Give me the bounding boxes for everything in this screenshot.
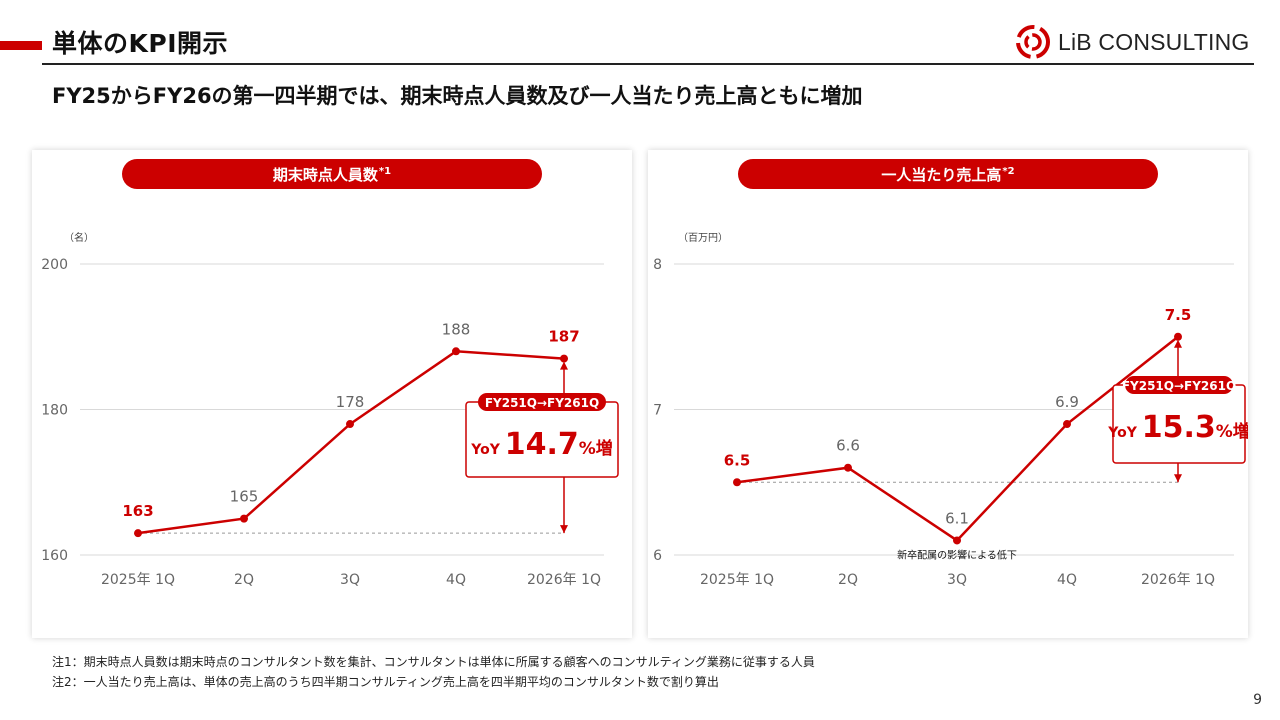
yoy-prefix: YoY [470,442,504,458]
data-point [1063,420,1071,429]
data-point [1174,332,1182,341]
y-axis-unit-label: （名） [64,231,94,244]
revenue-per-head-panel: 一人当たり売上高 *2 （百万円） 6 7 8 2025年 1Q 2Q 3Q 4Q 2026年 1… [648,150,1248,638]
yoy-suffix: %増 [1216,421,1248,442]
data-label: 6.9 [1055,393,1079,411]
data-point [134,529,142,538]
data-label: 187 [548,328,579,346]
data-point [733,478,741,487]
dip-note: 新卒配属の影響による低下 [897,548,1017,561]
data-label: 6.5 [724,451,751,469]
x-tick-label: 2026年 1Q [1141,572,1215,588]
revenue-title-footnote-mark: *2 [1002,165,1015,177]
yoy-period-pill [1125,376,1233,394]
y-tick-label: 8 [653,257,662,273]
yoy-prefix: YoY [1107,425,1141,441]
data-label: 165 [230,488,259,506]
company-logo: LiB CONSULTING [1016,24,1250,60]
logo-text: LiB CONSULTING [1058,28,1250,55]
x-tick-label: 4Q [1057,572,1077,588]
headcount-panel: 期末時点人員数 *1 （名） 160 180 200 2025年 1Q 2Q 3Q 4Q 2026… [32,150,632,638]
yoy-period-label: FY251Q→FY261Q [1122,379,1236,393]
headcount-title-text: 期末時点人員数 [272,165,378,184]
data-point [953,536,961,545]
data-label: 178 [336,393,365,411]
slide-title: 単体のKPI開示 [52,29,228,58]
headcount-panel-title: 期末時点人員数 *1 [122,159,542,189]
yoy-value-label: YoY 15.3%増 [1107,410,1248,445]
yoy-percentage: 15.3 [1142,410,1216,445]
x-tick-label: 4Q [446,572,466,588]
y-tick-label: 200 [41,257,68,273]
headcount-line-chart: （名） 160 180 200 2025年 1Q 2Q 3Q 4Q 2026年 1Q 163 165… [41,231,619,588]
revenue-per-head-panel-title: 一人当たり売上高 *2 [738,159,1158,189]
x-tick-label: 2025年 1Q [101,572,175,588]
x-tick-label: 3Q [947,572,967,588]
data-label: 163 [122,502,153,520]
growth-arrow-tail-head [1174,474,1182,483]
footnotes: 注1：期末時点人員数は期末時点のコンサルタント数を集計、コンサルタントは単体に所… [52,652,815,692]
y-tick-label: 160 [41,548,68,564]
logo-mark-icon [1016,25,1050,59]
footnote-2: 注2：一人当たり売上高は、単体の売上高のうち四半期コンサルティング売上高を四半期… [52,675,719,689]
x-tick-label: 2025年 1Q [700,572,774,588]
growth-arrow-head [560,361,568,370]
y-tick-label: 180 [41,403,68,419]
data-point [452,347,460,356]
x-tick-label: 3Q [340,572,360,588]
data-label: 6.1 [945,509,969,527]
y-axis-unit-label: （百万円） [678,232,728,244]
page-number: 9 [1253,692,1262,708]
data-point [346,420,354,429]
revenue-title-text: 一人当たり売上高 [881,165,1002,184]
data-point [240,514,248,523]
data-point [844,463,852,472]
x-tick-label: 2Q [838,572,858,588]
title-divider [42,63,1254,65]
yoy-suffix: %増 [579,438,613,459]
title-accent-bar [0,41,42,50]
growth-arrow-tail-head [560,525,568,534]
y-tick-label: 7 [653,403,662,419]
yoy-period-pill [478,393,606,411]
x-tick-label: 2026年 1Q [527,572,601,588]
yoy-period-label: FY251Q→FY261Q [485,396,599,410]
x-tick-label: 2Q [234,572,254,588]
growth-arrow-head [1174,339,1182,348]
y-tick-label: 6 [653,548,662,564]
data-label: 7.5 [1165,306,1192,324]
yoy-percentage: 14.7 [505,427,579,462]
headcount-title-footnote-mark: *1 [378,165,392,177]
data-point [560,354,568,363]
footnote-1: 注1：期末時点人員数は期末時点のコンサルタント数を集計、コンサルタントは単体に所… [52,655,815,669]
revenue-per-head-line-chart: （百万円） 6 7 8 2025年 1Q 2Q 3Q 4Q 2026年 1Q 6.5 6.6 6.1 6… [653,232,1248,588]
data-label: 188 [442,320,471,338]
headline: FY25からFY26の第一四半期では、期末時点人員数及び一人当たり売上高ともに増… [52,84,863,108]
data-label: 6.6 [836,437,860,455]
yoy-value-label: YoY 14.7%増 [470,427,613,462]
